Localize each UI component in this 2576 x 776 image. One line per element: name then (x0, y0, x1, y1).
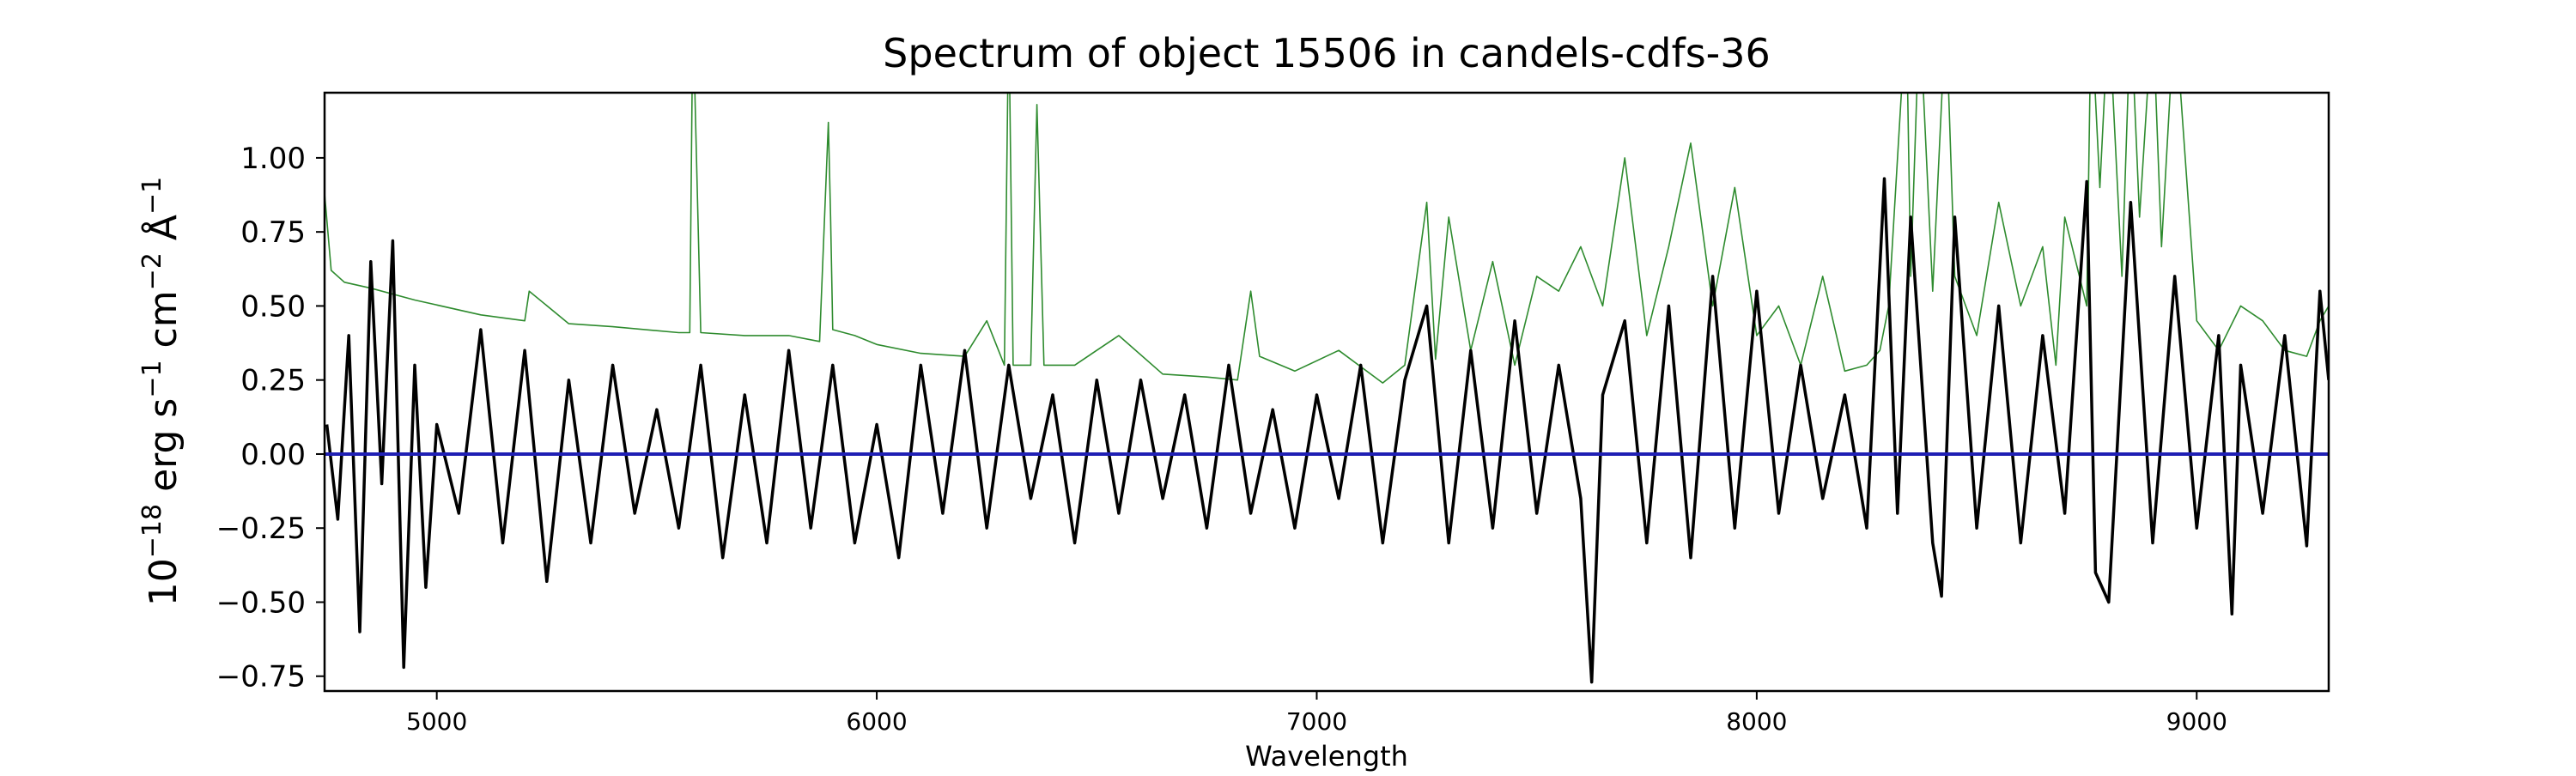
y-tick-label: 0.75 (240, 215, 306, 250)
y-axis-label-ang: Å (140, 215, 185, 240)
y-tick-label: 0.25 (240, 364, 306, 398)
x-tick-label: 8000 (1726, 707, 1787, 736)
y-tick-label: −0.25 (216, 512, 306, 546)
plot-frame (323, 91, 2330, 693)
x-axis-label: Wavelength (1245, 740, 1408, 773)
x-tick-label: 5000 (406, 707, 467, 736)
y-axis-label: 10−18 erg s−1 cm−2 Å−1 (137, 177, 185, 606)
y-axis-label-cm: cm (142, 290, 185, 348)
x-tick-label: 7000 (1286, 707, 1347, 736)
chart-title: Spectrum of object 15506 in candels-cdfs… (883, 30, 1771, 76)
x-axis: 5000 6000 7000 8000 9000 (406, 691, 2227, 736)
y-axis-label-exp: −18 (137, 504, 167, 558)
y-axis-label-base: 10 (142, 558, 185, 606)
y-axis-label-exp3: −1 (137, 177, 167, 215)
series-line-flux (325, 177, 2329, 684)
series-line-error (325, 93, 2329, 384)
y-tick-label: −0.50 (216, 585, 306, 620)
y-tick-label: 0.50 (240, 289, 306, 324)
x-tick-label: 6000 (846, 707, 907, 736)
x-tick-label: 9000 (2166, 707, 2227, 736)
y-axis-label-exp2: −2 (137, 252, 167, 290)
series-layer (325, 93, 2329, 684)
y-axis-label-exp1: −1 (137, 360, 167, 397)
y-tick-label: 1.00 (240, 142, 306, 176)
y-tick-label: −0.75 (216, 660, 306, 694)
y-tick-label: 0.00 (240, 438, 306, 472)
y-axis: −0.75 −0.50 −0.25 0.00 0.25 0.50 0.75 1.00 (216, 142, 325, 694)
y-axis-label-erg: erg s (142, 398, 185, 492)
